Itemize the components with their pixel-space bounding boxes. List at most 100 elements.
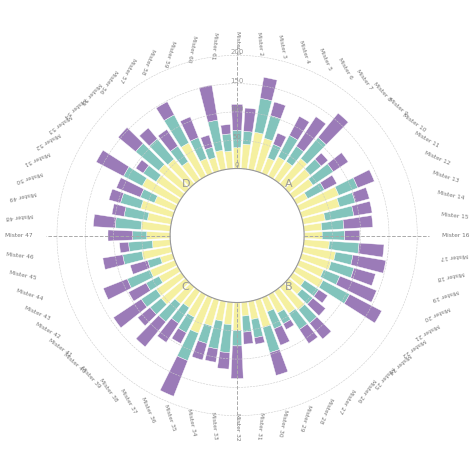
Bar xyxy=(263,325,280,353)
Text: Mister 20: Mister 20 xyxy=(423,305,451,321)
Bar xyxy=(190,138,207,162)
Bar xyxy=(289,309,307,330)
Text: 0: 0 xyxy=(235,162,239,169)
Text: Mister 6: Mister 6 xyxy=(337,57,354,80)
Bar xyxy=(328,153,348,172)
Bar xyxy=(300,198,340,218)
Bar xyxy=(343,216,373,229)
Bar xyxy=(285,169,310,193)
Bar xyxy=(160,253,174,263)
Bar xyxy=(103,279,131,300)
Bar xyxy=(242,316,251,332)
Bar xyxy=(345,230,360,241)
Bar xyxy=(147,257,162,268)
Bar xyxy=(164,115,189,147)
Bar xyxy=(130,260,150,274)
Text: Mister 11: Mister 11 xyxy=(413,131,439,149)
Bar xyxy=(115,218,142,229)
Text: Mister 44: Mister 44 xyxy=(15,288,43,301)
Bar xyxy=(188,292,206,317)
Text: Mister 8: Mister 8 xyxy=(373,81,392,103)
Bar xyxy=(255,336,264,344)
Bar xyxy=(300,253,331,269)
Bar xyxy=(268,292,284,313)
Bar xyxy=(290,273,305,286)
Bar xyxy=(232,331,242,346)
Bar xyxy=(182,162,200,183)
Bar xyxy=(248,300,258,319)
Bar xyxy=(177,330,199,361)
Bar xyxy=(351,268,375,286)
Bar xyxy=(216,150,226,171)
Text: Mister 60: Mister 60 xyxy=(186,34,197,63)
Bar xyxy=(255,98,272,134)
Text: Mister 43: Mister 43 xyxy=(24,305,51,321)
Bar xyxy=(278,135,298,161)
Bar xyxy=(158,130,178,152)
Bar xyxy=(243,131,253,145)
Text: Mister 39: Mister 39 xyxy=(80,365,102,390)
Bar xyxy=(352,187,369,203)
Bar xyxy=(274,325,290,345)
Text: Mister 1: Mister 1 xyxy=(235,31,240,54)
Text: Mister 32: Mister 32 xyxy=(235,413,240,440)
Text: Mister 10: Mister 10 xyxy=(401,113,427,133)
Bar xyxy=(304,232,322,239)
Bar xyxy=(243,331,253,344)
Bar xyxy=(123,252,144,265)
Bar xyxy=(231,346,243,379)
Bar xyxy=(128,241,153,252)
Bar xyxy=(218,352,230,369)
Text: Mister 45: Mister 45 xyxy=(9,270,37,281)
Text: Mister 24: Mister 24 xyxy=(388,352,411,374)
Bar xyxy=(183,288,200,308)
Bar xyxy=(159,164,189,193)
Bar xyxy=(152,240,171,248)
Bar xyxy=(136,316,166,347)
Bar xyxy=(336,276,376,302)
Text: 150: 150 xyxy=(230,78,244,84)
Text: Mister 12: Mister 12 xyxy=(423,150,450,166)
Text: Mister 37: Mister 37 xyxy=(118,388,137,414)
Bar xyxy=(302,247,336,260)
Bar xyxy=(156,102,174,121)
Bar xyxy=(141,221,171,231)
Text: Mister 5: Mister 5 xyxy=(318,47,332,71)
Bar xyxy=(307,298,326,316)
Bar xyxy=(321,220,344,230)
Text: Mister 48: Mister 48 xyxy=(6,211,34,219)
Bar xyxy=(280,284,305,310)
Bar xyxy=(322,231,345,240)
Text: Mister 26: Mister 26 xyxy=(356,378,376,403)
Bar xyxy=(268,157,285,179)
Text: Mister 2: Mister 2 xyxy=(256,32,264,56)
Text: Mister 52: Mister 52 xyxy=(35,131,61,149)
Text: Mister 47: Mister 47 xyxy=(5,233,32,238)
Text: C: C xyxy=(182,282,190,292)
Text: A: A xyxy=(285,179,292,189)
Bar xyxy=(209,320,223,349)
Bar xyxy=(222,134,232,152)
Bar xyxy=(205,147,216,160)
Bar xyxy=(233,130,242,148)
Text: Mister 61: Mister 61 xyxy=(210,32,218,59)
Text: Mister 18: Mister 18 xyxy=(437,270,465,281)
Bar xyxy=(314,290,328,303)
Text: Mister 21: Mister 21 xyxy=(413,322,440,340)
Bar xyxy=(93,214,116,228)
Bar xyxy=(262,295,273,312)
Text: Mister 28: Mister 28 xyxy=(318,397,334,424)
Bar xyxy=(139,128,157,146)
Bar xyxy=(297,260,324,277)
Bar xyxy=(344,294,382,323)
Text: Mister 16: Mister 16 xyxy=(442,233,469,238)
Bar xyxy=(271,102,285,119)
Bar xyxy=(286,146,304,166)
Bar xyxy=(335,178,358,195)
Bar xyxy=(304,183,324,199)
Bar xyxy=(172,303,189,324)
Text: Mister 53: Mister 53 xyxy=(47,113,73,133)
Text: Mister 46: Mister 46 xyxy=(6,252,34,260)
Bar xyxy=(320,270,340,285)
Bar xyxy=(233,302,241,331)
